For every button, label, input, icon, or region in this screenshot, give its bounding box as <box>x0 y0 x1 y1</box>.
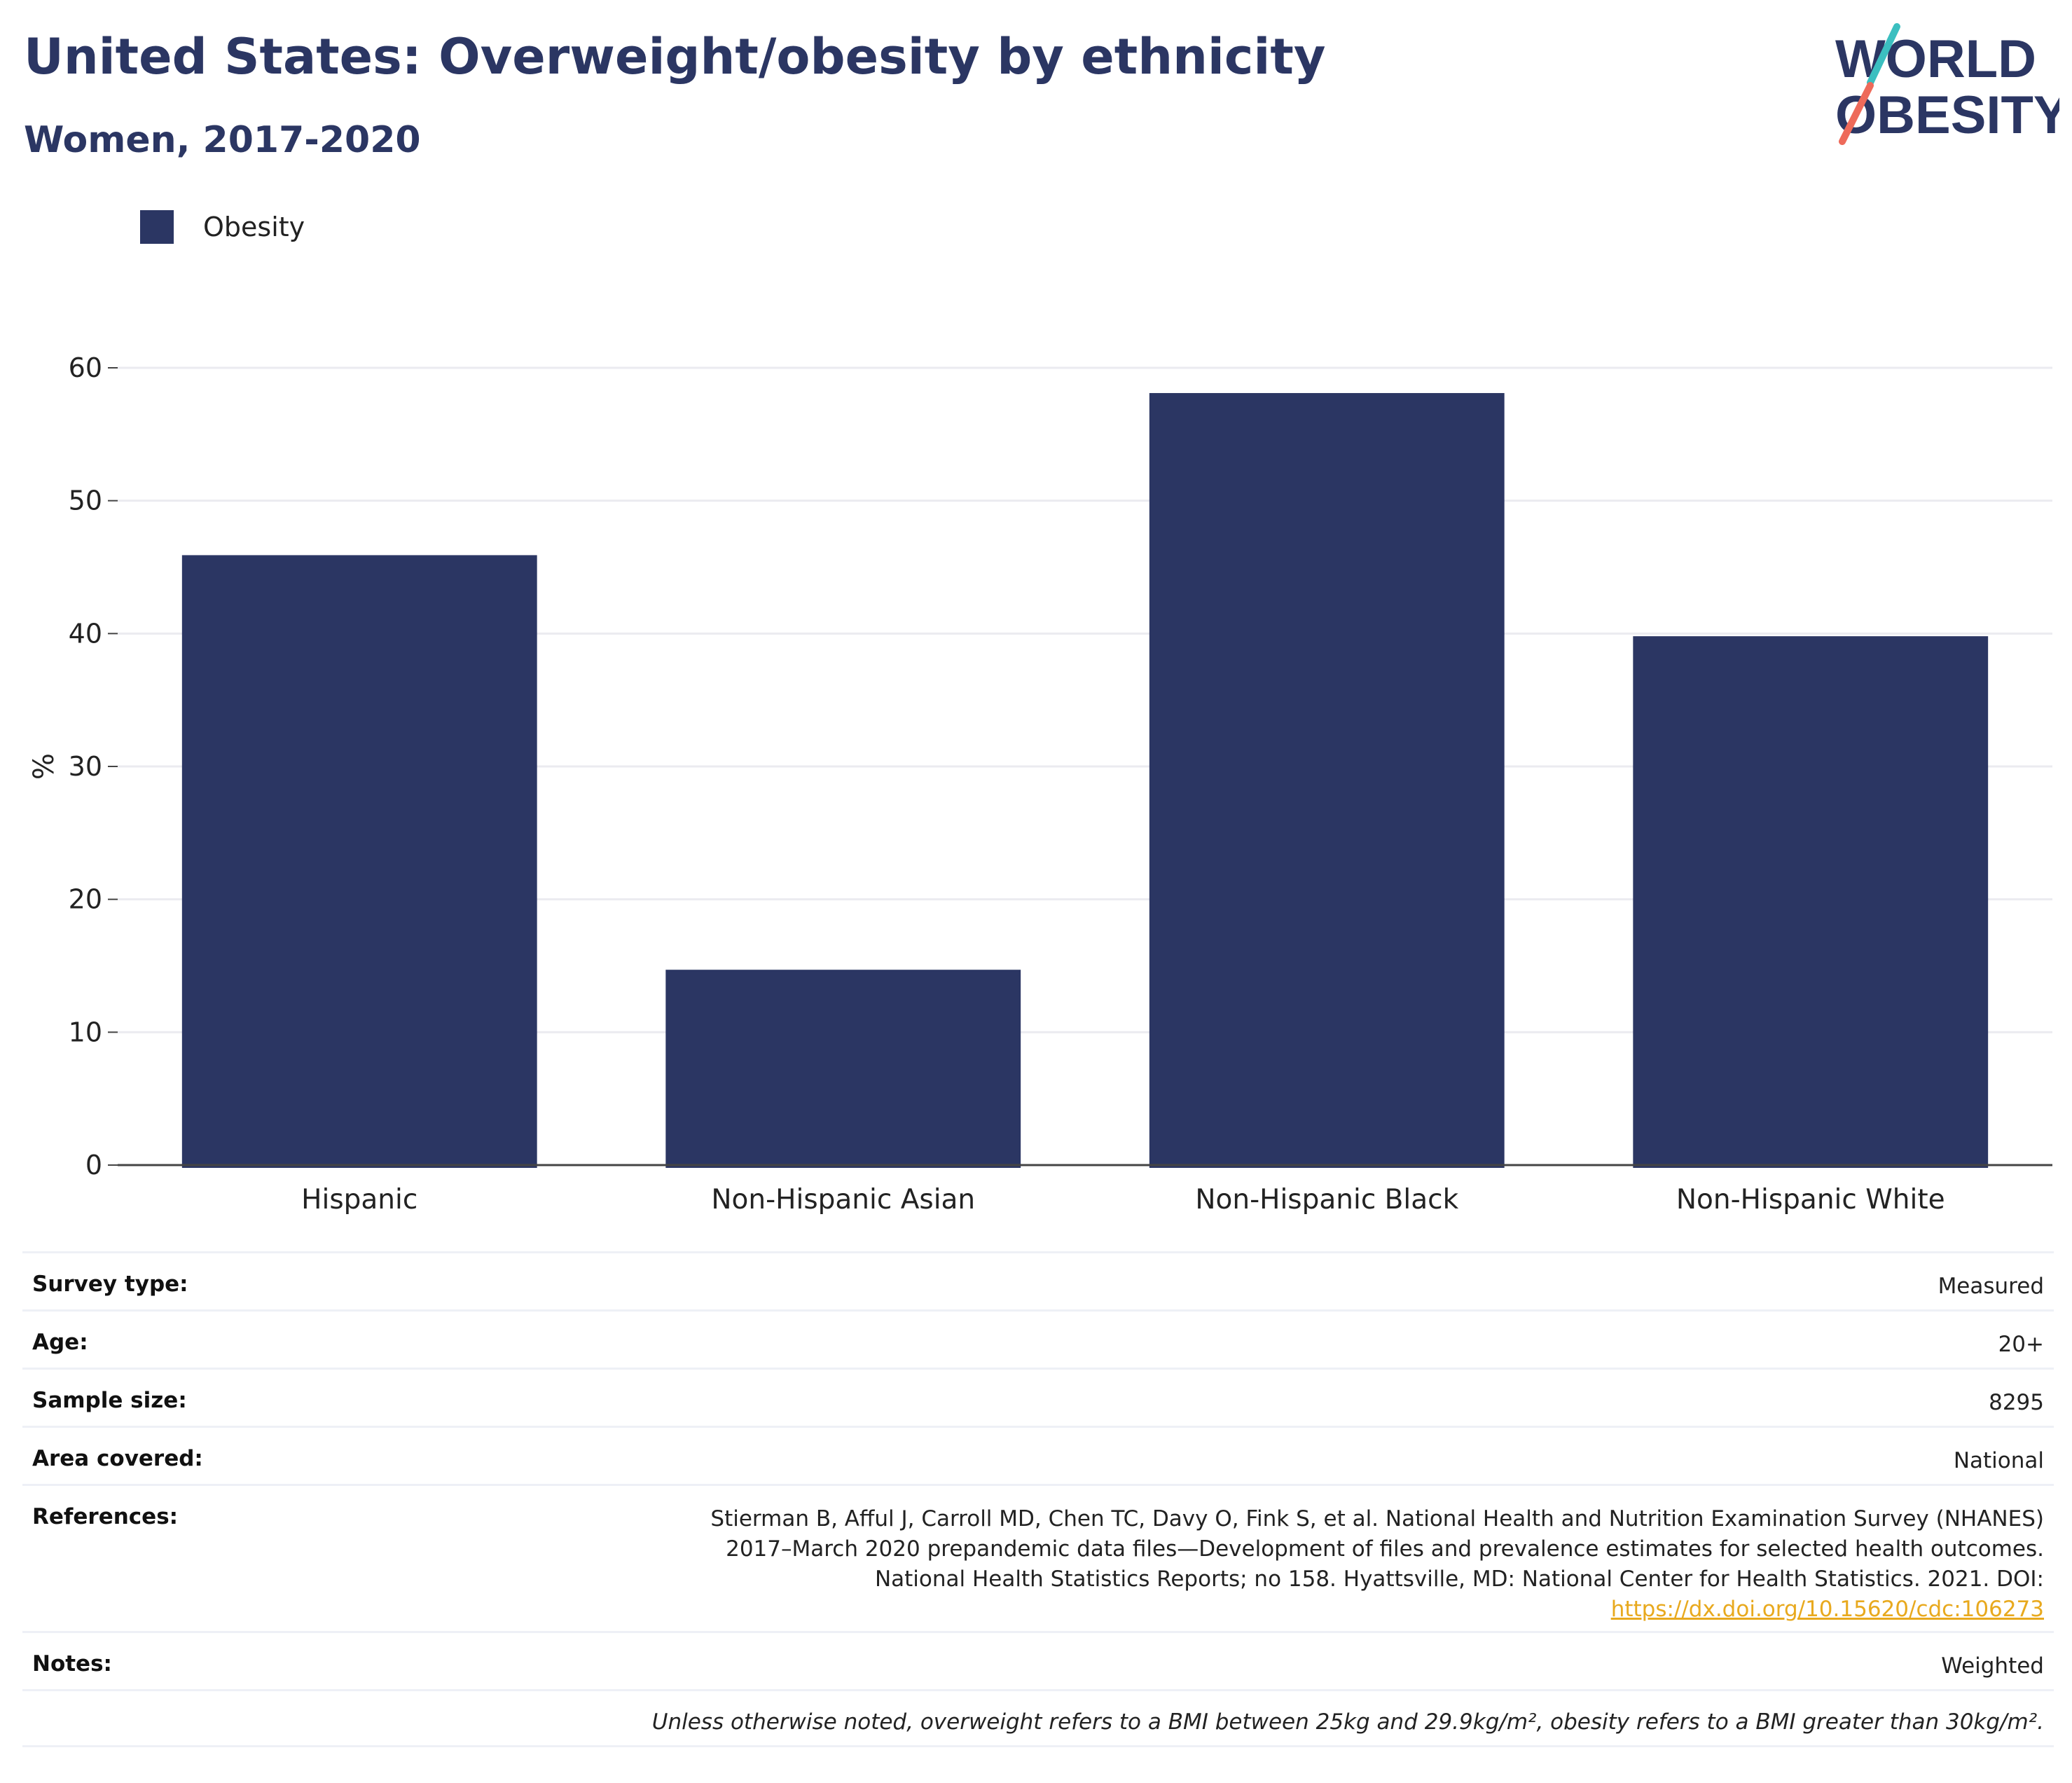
chart-subtitle: Women, 2017-2020 <box>24 119 421 161</box>
logo-slash-teal <box>1867 23 1900 86</box>
references-text: Stierman B, Afful J, Carroll MD, Chen TC… <box>710 1506 2044 1592</box>
x-tick-label-non-hispanic-white: Non-Hispanic White <box>1676 1184 1945 1216</box>
world-obesity-logo: WORLD OBESITY <box>1835 23 2059 145</box>
info-row-notes: Notes: Weighted <box>22 1631 2054 1689</box>
sample-size-label: Sample size: <box>32 1388 187 1413</box>
survey-type-label: Survey type: <box>32 1272 188 1297</box>
sample-size-value: 8295 <box>1989 1390 2044 1415</box>
references-value: Stierman B, Afful J, Carroll MD, Chen TC… <box>643 1504 2044 1625</box>
y-tick-label-50: 50 <box>69 486 102 516</box>
age-label: Age: <box>32 1330 88 1355</box>
y-tick-label-60: 60 <box>69 352 102 383</box>
survey-type-value: Measured <box>1938 1274 2044 1299</box>
logo-word-obesity: OBESITY <box>1835 85 2059 145</box>
bars <box>181 393 1989 1169</box>
y-axis-label: % <box>28 753 60 780</box>
bar-chart: 0 10 20 30 40 50 60 Hispanic Non-Hispanic Asian N… <box>28 352 2052 1216</box>
info-row-references: References: Stierman B, Afful J, Carroll… <box>22 1484 2054 1631</box>
y-tick-label-30: 30 <box>69 751 102 782</box>
y-tick-label-40: 40 <box>69 618 102 649</box>
y-tick-label-20: 20 <box>69 884 102 915</box>
axes: 0 10 20 30 40 50 60 Hispanic Non-Hispanic Asian N… <box>28 352 2052 1216</box>
references-label: References: <box>32 1504 179 1529</box>
notes-value: Weighted <box>1941 1653 2044 1679</box>
bmi-footnote: Unless otherwise noted, overweight refer… <box>651 1709 2044 1735</box>
doi-link[interactable]: https://dx.doi.org/10.15620/cdc:106273 <box>1610 1597 2044 1622</box>
logo-slash-coral <box>1839 82 1874 145</box>
x-tick-label-hispanic: Hispanic <box>301 1184 417 1216</box>
y-tick-label-0: 0 <box>85 1150 102 1180</box>
info-row-footnote: Unless otherwise noted, overweight refer… <box>22 1689 2054 1747</box>
legend-swatch-obesity <box>140 210 174 244</box>
bar-non-hispanic-black <box>1149 393 1505 1169</box>
y-tick-label-10: 10 <box>69 1017 102 1047</box>
info-row-survey-type: Survey type: Measured <box>22 1251 2054 1309</box>
info-row-area-covered: Area covered: National <box>22 1426 2054 1484</box>
area-covered-label: Area covered: <box>32 1446 203 1471</box>
bar-hispanic <box>181 555 537 1168</box>
bar-non-hispanic-white <box>1633 636 1989 1168</box>
info-row-sample-size: Sample size: 8295 <box>22 1368 2054 1426</box>
info-row-age: Age: 20+ <box>22 1309 2054 1368</box>
logo-word-world: WORLD <box>1835 29 2036 89</box>
bar-non-hispanic-asian <box>665 970 1021 1168</box>
chart-legend[interactable]: Obesity <box>140 210 305 244</box>
age-value: 20+ <box>1998 1332 2044 1357</box>
chart-title: United States: Overweight/obesity by eth… <box>24 28 1326 85</box>
area-covered-value: National <box>1953 1448 2044 1473</box>
x-tick-label-non-hispanic-asian: Non-Hispanic Asian <box>711 1184 975 1216</box>
x-tick-label-non-hispanic-black: Non-Hispanic Black <box>1195 1184 1458 1216</box>
legend-label-obesity: Obesity <box>203 212 305 242</box>
notes-label: Notes: <box>32 1651 112 1677</box>
info-table: Survey type: Measured Age: 20+ Sample si… <box>22 1251 2054 1747</box>
